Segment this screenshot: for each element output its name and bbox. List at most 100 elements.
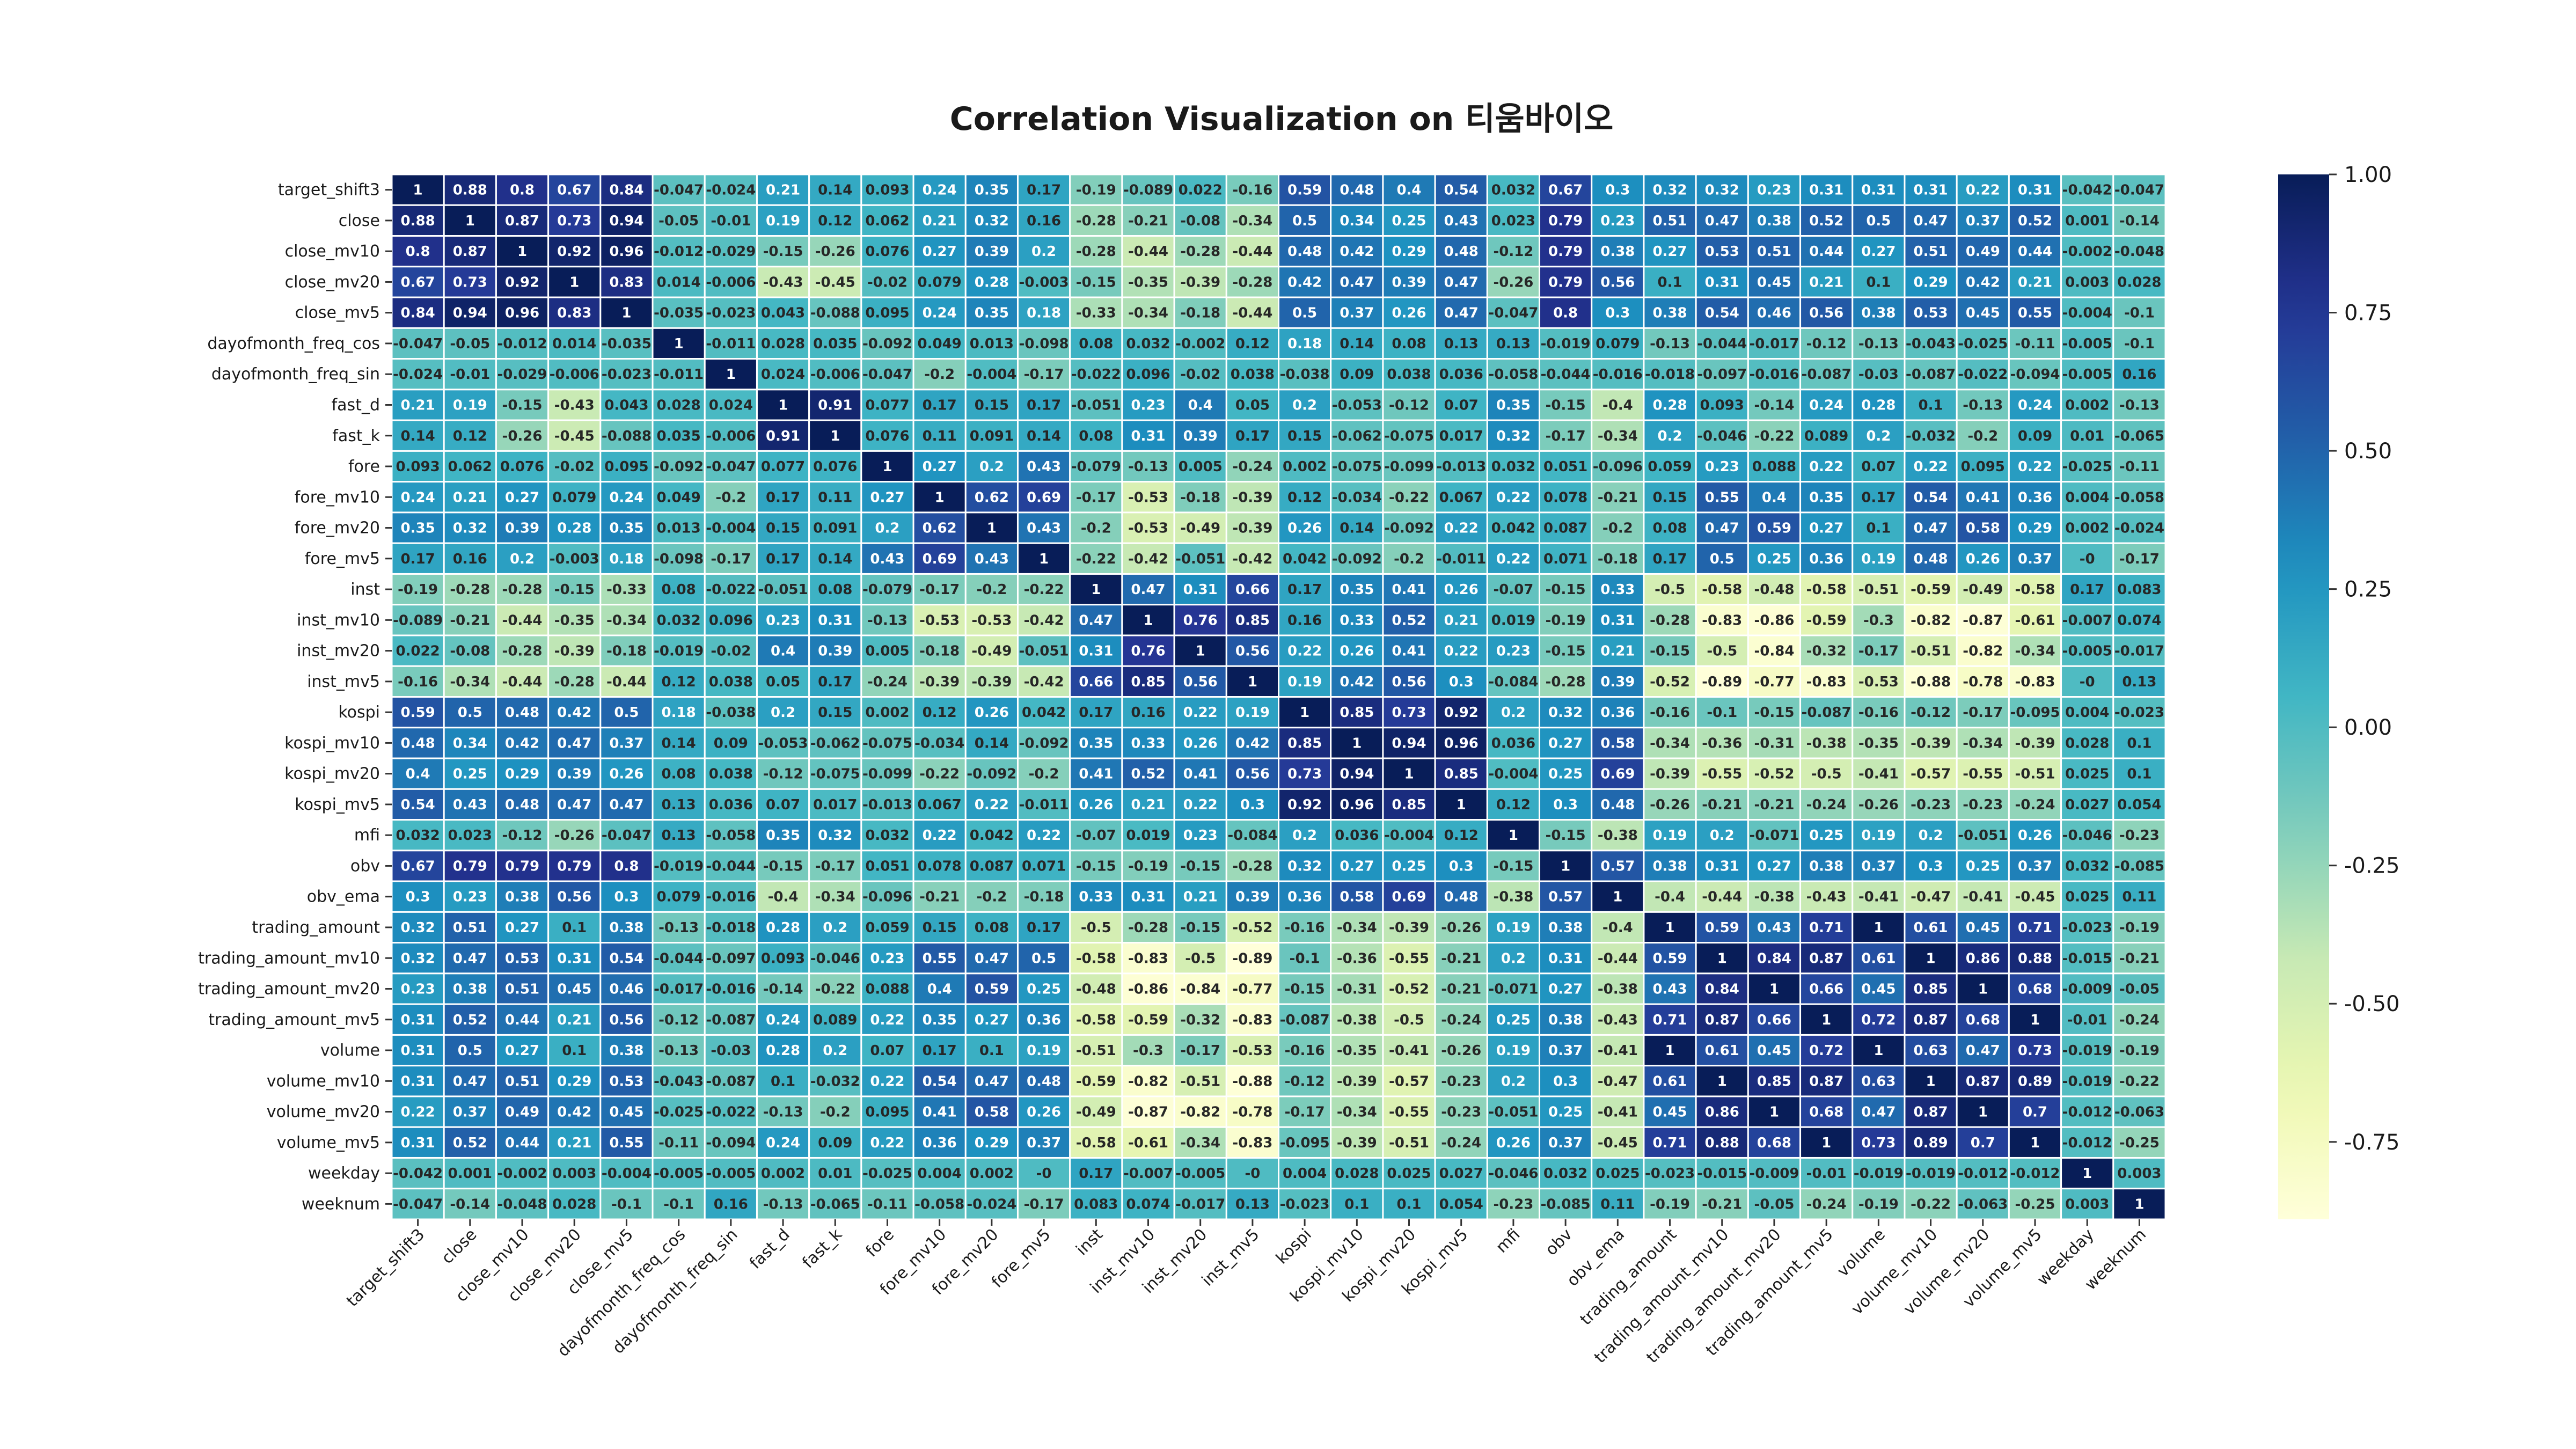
- cell-value-label: -0.088: [810, 305, 860, 321]
- cell-value-label: 1: [1143, 612, 1153, 628]
- cell-value-label: 0.15: [818, 705, 852, 721]
- cell-value-label: 0.35: [401, 521, 435, 537]
- cell-value-label: -0.21: [1754, 797, 1794, 813]
- cell-value-label: -0.16: [1285, 1043, 1325, 1059]
- cell-value-label: 0.095: [604, 459, 648, 475]
- cell-value-label: 0.41: [1079, 766, 1113, 782]
- cell-value-label: -0.16: [1858, 705, 1899, 721]
- cell-value-label: 0.79: [453, 858, 487, 874]
- cell-value-label: 0.58: [975, 1104, 1009, 1121]
- cell-value-label: 0.002: [970, 1166, 1014, 1182]
- y-tick-label: dayofmonth_freq_cos: [207, 334, 380, 353]
- heatmap-cell: [1695, 880, 1749, 913]
- heatmap-cell: [391, 604, 445, 636]
- cell-value-label: 1: [1404, 766, 1414, 782]
- cell-value-label: -0.83: [2015, 674, 2055, 690]
- heatmap-cell: [1851, 511, 1906, 544]
- heatmap-cell: [1486, 788, 1541, 821]
- cell-value-label: 0.87: [505, 213, 539, 229]
- cell-value-label: -0.43: [1598, 1012, 1638, 1028]
- cell-value-label: 0.3: [1605, 182, 1630, 199]
- heatmap-cell: [1799, 634, 1854, 667]
- cell-value-label: -0.18: [1180, 305, 1220, 321]
- cell-value-label: 0.28: [766, 1043, 800, 1059]
- heatmap-cell: [1695, 911, 1749, 944]
- heatmap-cell: [652, 942, 706, 975]
- cell-value-label: 0.25: [1027, 982, 1061, 998]
- cell-value-label: 0.042: [1283, 551, 1327, 567]
- heatmap-cell: [2060, 880, 2114, 913]
- cell-value-label: 0.25: [1392, 858, 1426, 874]
- cell-value-label: 0.51: [505, 982, 539, 998]
- cell-value-label: -0.025: [862, 1166, 912, 1182]
- cell-value-label: -0.058: [914, 1196, 964, 1212]
- cell-value-label: -0.44: [1598, 950, 1638, 967]
- cell-value-label: 0.79: [557, 858, 591, 874]
- cell-value-label: -0.84: [1180, 982, 1220, 998]
- cell-value-label: 0.079: [918, 274, 962, 290]
- cell-value-label: -0.095: [2010, 705, 2060, 721]
- cell-value-label: -0.45: [1598, 1135, 1638, 1151]
- heatmap-cell: [2008, 696, 2062, 729]
- cell-value-label: -0.89: [1702, 674, 1742, 690]
- cell-value-label: 0.002: [761, 1166, 805, 1182]
- cell-value-label: 0.004: [918, 1166, 962, 1182]
- cell-value-label: 1: [1821, 1012, 1831, 1028]
- cell-value-label: 0.22: [1183, 797, 1218, 813]
- cell-value-label: 0.079: [1596, 336, 1640, 352]
- cell-value-label: 0.31: [1079, 643, 1113, 660]
- heatmap-cell: [704, 542, 758, 575]
- cell-value-label: -0.07: [1076, 828, 1116, 844]
- cell-value-label: -0.21: [1441, 982, 1481, 998]
- cell-value-label: 0.47: [453, 950, 487, 967]
- cell-value-label: 0.29: [1392, 244, 1426, 260]
- heatmap-cell: [1747, 788, 1802, 821]
- heatmap-cell: [1799, 419, 1854, 452]
- cell-value-label: 0.17: [766, 489, 800, 506]
- heatmap-cell: [1382, 235, 1436, 268]
- cell-value-label: -0.047: [2114, 182, 2164, 199]
- heatmap-cell: [1121, 757, 1175, 790]
- cell-value-label: -0.006: [550, 367, 599, 383]
- cell-value-label: -0.19: [1546, 612, 1586, 628]
- heatmap-cell: [443, 911, 497, 944]
- cell-value-label: 0.84: [1757, 950, 1791, 967]
- cell-value-label: -0.12: [1806, 336, 1847, 352]
- cell-value-label: 0.48: [1287, 244, 1322, 260]
- cell-value-label: 0.19: [453, 397, 487, 413]
- cell-value-label: -0.022: [1958, 367, 2008, 383]
- cell-value-label: 0.19: [1027, 1043, 1061, 1059]
- heatmap-cell: [2112, 788, 2167, 821]
- cell-value-label: -0.16: [1285, 920, 1325, 936]
- cell-value-label: -0.89: [1232, 950, 1272, 967]
- y-tick-label: trading_amount: [252, 918, 380, 937]
- cell-value-label: 0.68: [1809, 1104, 1843, 1121]
- cell-value-label: 0.028: [657, 397, 701, 413]
- heatmap-cell: [443, 696, 497, 729]
- heatmap-cell: [547, 450, 602, 483]
- cell-value-label: 0.38: [1809, 858, 1843, 874]
- cell-value-label: -0.39: [1650, 766, 1690, 782]
- cell-value-label: 0.024: [761, 367, 805, 383]
- cell-value-label: -0.043: [654, 1073, 704, 1089]
- cell-value-label: 0.15: [1287, 428, 1322, 444]
- cell-value-label: 0.24: [766, 1012, 800, 1028]
- heatmap-cell: [756, 358, 810, 391]
- cell-value-label: -0.016: [706, 982, 756, 998]
- cell-value-label: 0.27: [1652, 244, 1687, 260]
- cell-value-label: 0.21: [557, 1012, 591, 1028]
- cell-value-label: -0.075: [810, 766, 860, 782]
- cell-value-label: 0.47: [453, 1073, 487, 1089]
- cell-value-label: 0.35: [975, 305, 1009, 321]
- cell-value-label: -0.016: [1593, 367, 1643, 383]
- cell-value-label: 0.4: [1396, 182, 1421, 199]
- cell-value-label: 0.38: [1652, 858, 1687, 874]
- y-tick-label: inst_mv20: [297, 642, 380, 661]
- cell-value-label: 0.23: [1757, 182, 1791, 199]
- cell-value-label: -0.25: [2015, 1196, 2055, 1212]
- cell-value-label: 0.26: [1966, 551, 2000, 567]
- cell-value-label: 0.24: [609, 489, 643, 506]
- y-tick-label: close: [339, 211, 380, 230]
- heatmap-cell: [1069, 788, 1123, 821]
- cell-value-label: -0.86: [1128, 982, 1168, 998]
